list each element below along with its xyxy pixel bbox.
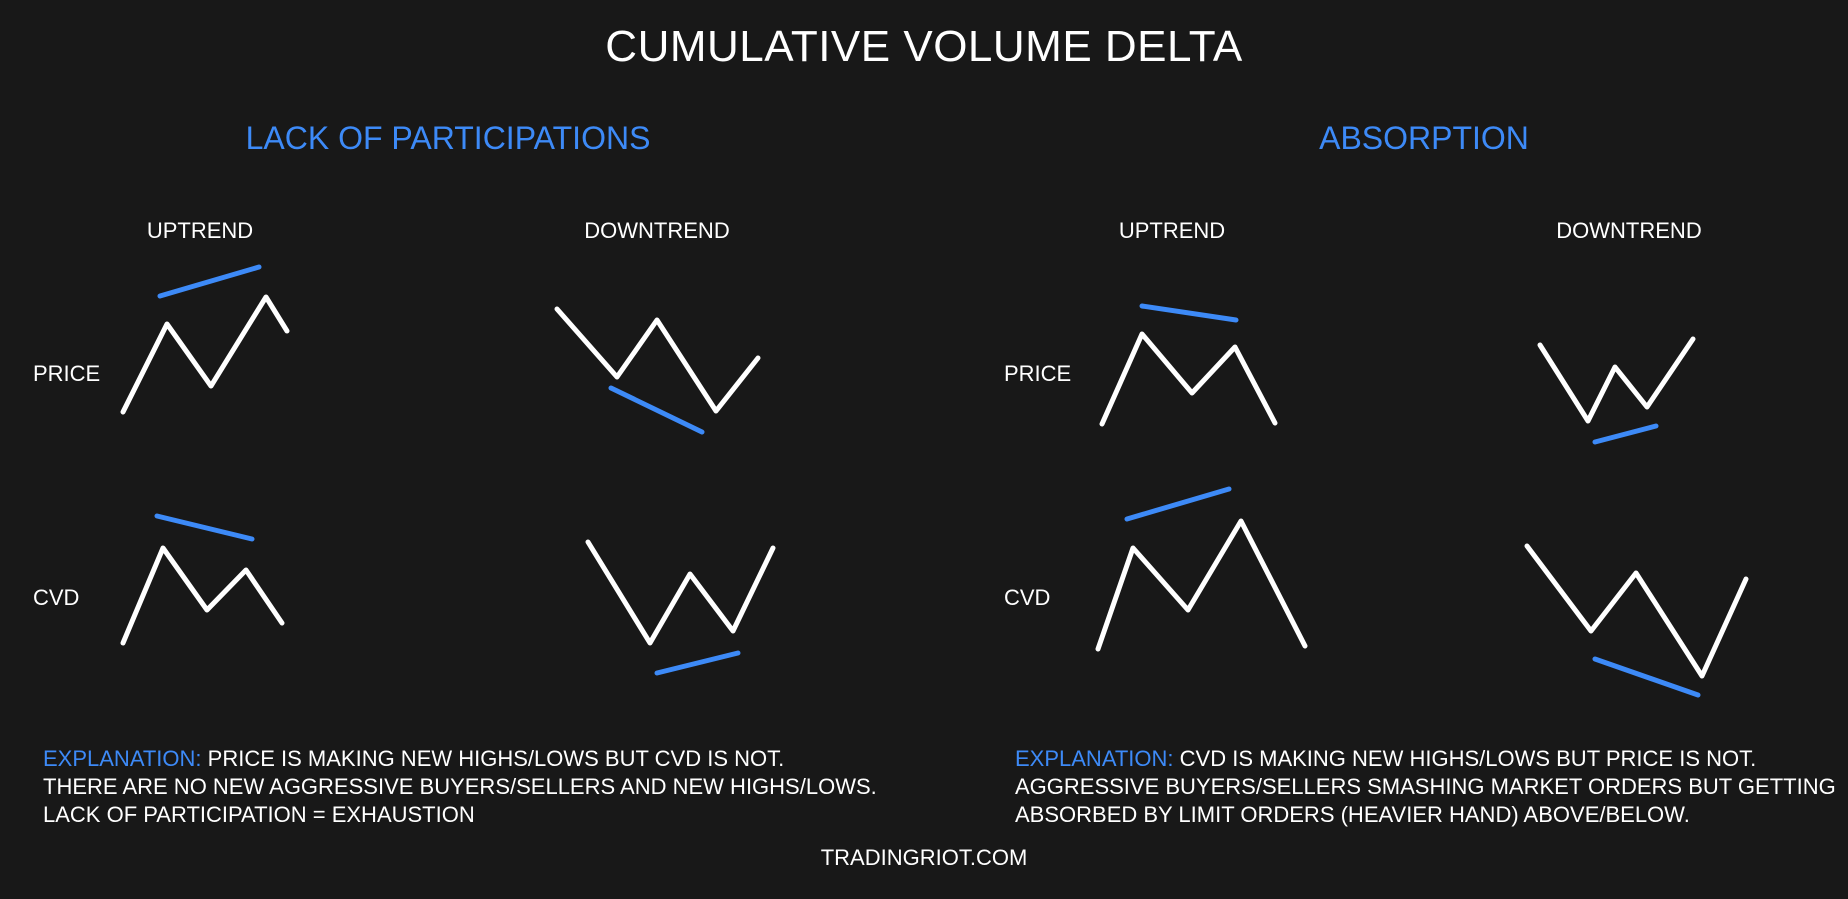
right-price-label: PRICE <box>1004 361 1072 386</box>
right-explanation-text-1: CVD IS MAKING NEW HIGHS/LOWS BUT PRICE I… <box>1179 746 1757 771</box>
left-cvd-label: CVD <box>33 585 80 610</box>
section-title-absorption: ABSORPTION <box>1319 120 1529 156</box>
right-downtrend-cvd-trendline <box>1592 656 1701 698</box>
right-explanation-keyword: EXPLANATION: <box>1015 746 1174 771</box>
left-downtrend-price-trendline <box>608 385 705 435</box>
right-downtrend-label: DOWNTREND <box>1556 218 1702 243</box>
right-downtrend-price-diagram <box>1537 336 1696 445</box>
left-downtrend-cvd-diagram <box>585 539 776 676</box>
left-downtrend-price-zigzag <box>554 306 761 414</box>
left-uptrend-price-diagram <box>120 264 290 415</box>
left-downtrend-cvd-trendline <box>654 650 741 676</box>
left-uptrend-price-trendline <box>157 264 262 299</box>
left-explanation-line-3: LACK OF PARTICIPATION = EXHAUSTION <box>43 802 475 827</box>
left-downtrend-price-diagram <box>554 306 761 435</box>
left-explanation: EXPLANATION: PRICE IS MAKING NEW HIGHS/L… <box>43 745 877 829</box>
right-uptrend-price-trendline <box>1139 303 1239 323</box>
right-uptrend-label: UPTREND <box>1118 218 1226 243</box>
right-downtrend-cvd-zigzag <box>1524 543 1749 679</box>
page-title: CUMULATIVE VOLUME DELTA <box>605 22 1243 71</box>
left-explanation-keyword: EXPLANATION: <box>43 746 202 771</box>
right-uptrend-cvd-trendline <box>1124 486 1232 522</box>
right-explanation-line-2: AGGRESSIVE BUYERS/SELLERS SMASHING MARKE… <box>1015 774 1836 799</box>
right-downtrend-price-trendline <box>1592 423 1659 445</box>
left-uptrend-price-zigzag <box>120 294 290 415</box>
footer-website: TRADINGRIOT.COM <box>820 845 1028 870</box>
left-explanation-text-1: PRICE IS MAKING NEW HIGHS/LOWS BUT CVD I… <box>207 746 785 771</box>
left-price-label: PRICE <box>33 361 101 386</box>
left-downtrend-label: DOWNTREND <box>584 218 730 243</box>
right-uptrend-cvd-zigzag <box>1095 518 1308 652</box>
right-uptrend-price-diagram <box>1099 303 1278 427</box>
right-uptrend-cvd-diagram <box>1095 486 1308 652</box>
left-explanation-line-2: THERE ARE NO NEW AGGRESSIVE BUYERS/SELLE… <box>43 774 877 799</box>
right-explanation-line-1: EXPLANATION: CVD IS MAKING NEW HIGHS/LOW… <box>1015 745 1836 773</box>
left-uptrend-label: UPTREND <box>146 218 254 243</box>
left-uptrend-cvd-zigzag <box>120 545 285 646</box>
right-downtrend-cvd-diagram <box>1524 543 1749 698</box>
left-downtrend-cvd-zigzag <box>585 539 776 646</box>
left-uptrend-cvd-trendline <box>154 513 255 542</box>
right-explanation: EXPLANATION: CVD IS MAKING NEW HIGHS/LOW… <box>1015 745 1836 829</box>
left-uptrend-cvd-diagram <box>120 513 285 646</box>
right-cvd-label: CVD <box>1004 585 1051 610</box>
right-downtrend-price-zigzag <box>1537 336 1696 424</box>
left-explanation-line-1: EXPLANATION: PRICE IS MAKING NEW HIGHS/L… <box>43 745 877 773</box>
right-explanation-line-3: ABSORBED BY LIMIT ORDERS (HEAVIER HAND) … <box>1015 802 1690 827</box>
right-uptrend-price-zigzag <box>1099 331 1278 427</box>
section-title-lack-of-participation: LACK OF PARTICIPATIONS <box>245 120 651 156</box>
